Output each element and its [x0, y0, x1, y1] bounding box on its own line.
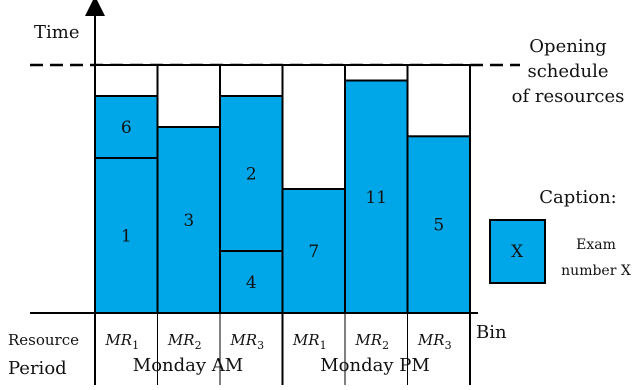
schedule-label-line-1: Opening — [529, 36, 606, 57]
exam-6-label: 6 — [121, 118, 132, 138]
exam-4-label: 4 — [246, 273, 257, 293]
exam-2-block — [219, 95, 284, 252]
exam-6-block — [94, 95, 159, 159]
caption-sample-label: X — [511, 242, 524, 262]
resource-label-6: MR3 — [417, 331, 452, 352]
exam-11-label: 11 — [365, 188, 387, 208]
exam-7-block — [281, 188, 346, 314]
exam-1-label: 1 — [121, 227, 132, 247]
bin-axis-label: Bin — [476, 322, 507, 343]
resource-label-4: MR1 — [292, 331, 327, 352]
exam-3-label: 3 — [183, 211, 194, 231]
caption-sample-block — [489, 219, 546, 284]
schedule-label-line-3: of resources — [512, 86, 625, 107]
exam-5-label: 5 — [433, 216, 444, 236]
resource-label-5: MR2 — [354, 331, 389, 352]
period-label-monday-pm: Monday PM — [320, 355, 430, 376]
resource-label-2: MR2 — [167, 331, 202, 352]
exam-5-block — [406, 135, 471, 314]
bins-layer: 1 6 MR1 3 MR2 4 2 MR3 7 MR1 11 MR2 5 MR3 — [94, 64, 471, 385]
caption-text-line-1: Exam — [576, 237, 616, 253]
schedule-label-line-2: schedule — [527, 61, 608, 82]
caption-title: Caption: — [539, 187, 617, 208]
resource-label-1: MR1 — [104, 331, 139, 352]
exam-3-block — [156, 126, 221, 314]
caption-text-line-2: number X — [561, 263, 631, 279]
time-axis-label: Time — [34, 22, 79, 43]
period-label-monday-am: Monday AM — [133, 355, 243, 376]
resource-label-3: MR3 — [229, 331, 264, 352]
resource-row-label: Resource — [8, 331, 79, 349]
period-row-label: Period — [8, 358, 67, 379]
exam-11-block — [344, 79, 409, 314]
exam-7-label: 7 — [308, 242, 319, 262]
exam-2-label: 2 — [246, 165, 257, 185]
